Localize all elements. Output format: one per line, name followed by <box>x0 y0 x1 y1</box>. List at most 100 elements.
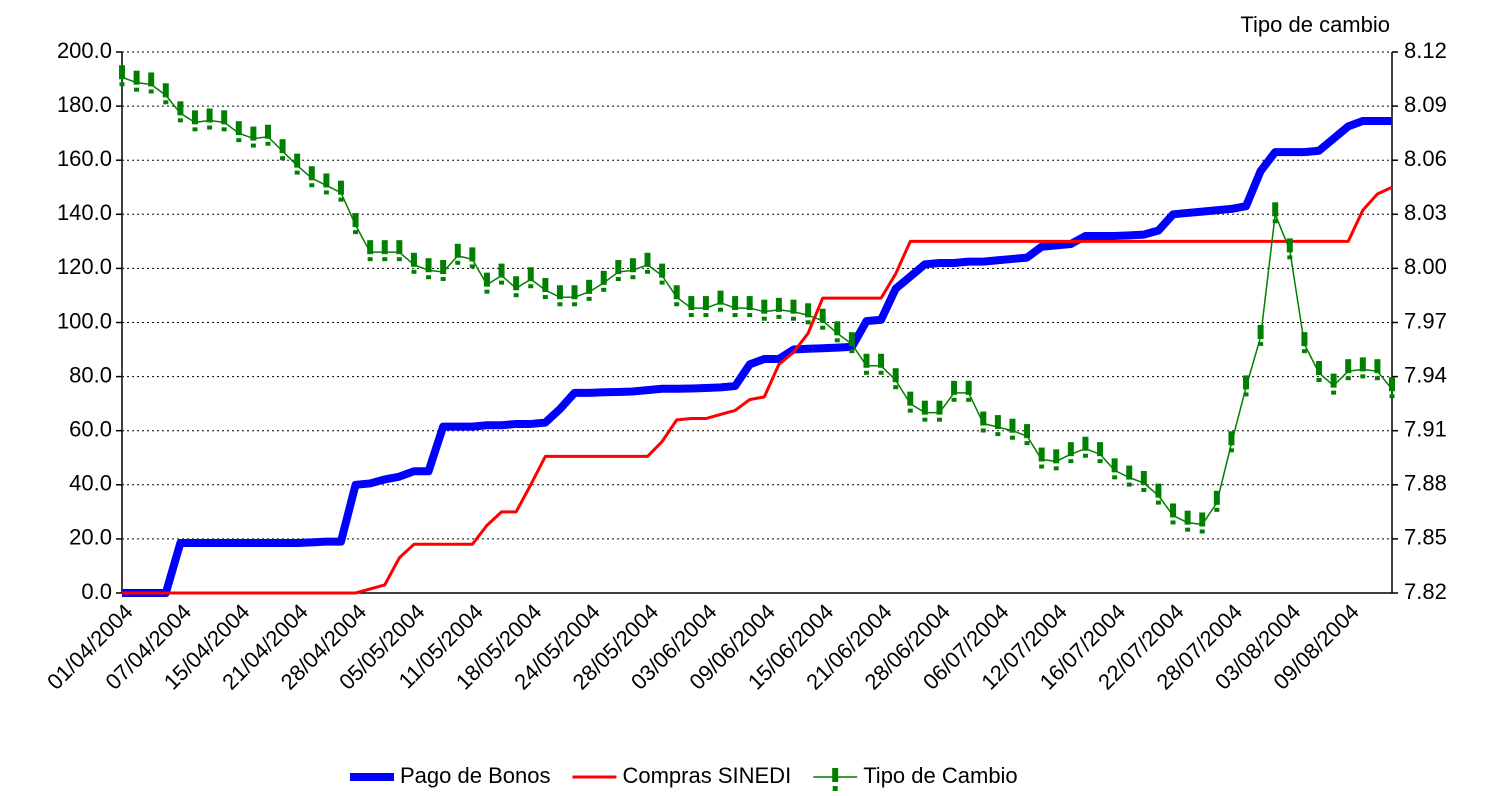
point-marker <box>133 70 140 85</box>
point-marker-low <box>513 293 519 298</box>
point-marker <box>1140 470 1147 485</box>
y-tick-label: 200.0 <box>57 38 112 63</box>
point-marker <box>1199 512 1206 527</box>
point-marker-low <box>426 275 432 280</box>
point-marker-low <box>1170 520 1176 525</box>
point-marker-low <box>119 82 125 87</box>
point-marker-low <box>1258 341 1264 346</box>
point-marker-low <box>338 197 344 202</box>
point-marker-low <box>849 349 855 354</box>
y-tick-label: 140.0 <box>57 200 112 225</box>
y2-axis-title: Tipo de cambio <box>1240 12 1390 37</box>
point-marker <box>702 296 709 311</box>
point-marker-low <box>995 432 1001 437</box>
point-marker <box>673 285 680 300</box>
point-marker-low <box>250 143 256 148</box>
point-marker <box>863 353 870 368</box>
point-marker <box>410 252 417 267</box>
point-marker-low <box>1155 500 1161 505</box>
point-marker <box>965 380 972 395</box>
point-marker-low <box>834 338 840 343</box>
point-marker <box>819 308 826 323</box>
point-marker-low <box>557 302 563 307</box>
point-marker-low <box>820 325 826 330</box>
point-marker <box>1228 431 1235 446</box>
point-marker-low <box>455 260 461 265</box>
point-marker <box>1243 375 1250 390</box>
point-marker <box>191 110 198 125</box>
point-marker <box>1097 442 1104 457</box>
point-marker <box>571 285 578 300</box>
y-tick-label: 80.0 <box>69 362 112 387</box>
legend-marker <box>832 768 839 782</box>
point-marker <box>1024 424 1031 439</box>
point-marker-low <box>542 295 548 300</box>
y-tick-label: 20.0 <box>69 525 112 550</box>
point-marker-low <box>732 313 738 318</box>
point-marker <box>308 166 315 181</box>
point-marker-low <box>1345 376 1351 381</box>
point-marker <box>440 260 447 275</box>
y2-tick-label: 8.00 <box>1404 254 1447 279</box>
point-marker <box>337 180 344 195</box>
point-marker <box>1126 465 1133 480</box>
point-marker-low <box>688 313 694 318</box>
y-tick-label: 100.0 <box>57 308 112 333</box>
y2-tick-label: 7.97 <box>1404 308 1447 333</box>
point-marker <box>177 101 184 116</box>
legend-label: Pago de Bonos <box>400 763 550 788</box>
y-tick-label: 160.0 <box>57 146 112 171</box>
y2-tick-label: 7.91 <box>1404 417 1447 442</box>
point-marker <box>542 278 549 293</box>
point-marker-low <box>1228 448 1234 453</box>
point-marker-low <box>1301 349 1307 354</box>
point-marker <box>775 297 782 312</box>
point-marker <box>761 299 768 314</box>
y2-tick-label: 8.06 <box>1404 146 1447 171</box>
series-line <box>121 76 1393 526</box>
point-marker <box>396 240 403 255</box>
point-marker <box>221 110 228 125</box>
y2-tick-label: 7.82 <box>1404 579 1447 604</box>
point-marker <box>469 247 476 262</box>
point-marker <box>1009 418 1016 433</box>
point-marker <box>732 296 739 311</box>
point-marker <box>834 321 841 336</box>
point-marker-low <box>411 269 417 274</box>
point-marker <box>352 213 359 228</box>
point-marker <box>629 258 636 273</box>
point-marker-low <box>1097 459 1103 464</box>
point-marker-low <box>323 190 329 195</box>
point-marker-low <box>134 87 140 92</box>
point-marker-low <box>951 397 957 402</box>
point-marker-low <box>309 183 315 188</box>
point-marker-low <box>615 277 621 282</box>
point-marker-low <box>936 417 942 422</box>
point-marker <box>688 296 695 311</box>
point-marker-low <box>893 385 899 390</box>
y2-tick-label: 8.09 <box>1404 92 1447 117</box>
point-marker <box>717 290 724 305</box>
y2-tick-label: 8.03 <box>1404 200 1447 225</box>
point-marker-low <box>966 397 972 402</box>
point-marker-low <box>1039 464 1045 469</box>
point-marker <box>1213 490 1220 505</box>
point-marker-low <box>1126 482 1132 487</box>
point-marker <box>892 368 899 383</box>
point-marker-low <box>1374 376 1380 381</box>
point-marker-low <box>1141 487 1147 492</box>
point-marker-low <box>1272 219 1278 224</box>
point-marker <box>615 260 622 275</box>
point-marker <box>1184 510 1191 525</box>
point-marker <box>1374 359 1381 374</box>
point-marker <box>527 267 534 282</box>
point-marker-low <box>630 275 636 280</box>
point-marker-low <box>863 370 869 375</box>
point-marker <box>1272 202 1279 217</box>
point-marker-low <box>1243 392 1249 397</box>
point-marker <box>498 263 505 278</box>
point-marker-low <box>1199 529 1205 534</box>
point-marker <box>250 126 257 141</box>
point-marker-low <box>192 127 198 132</box>
point-marker-low <box>163 100 169 105</box>
